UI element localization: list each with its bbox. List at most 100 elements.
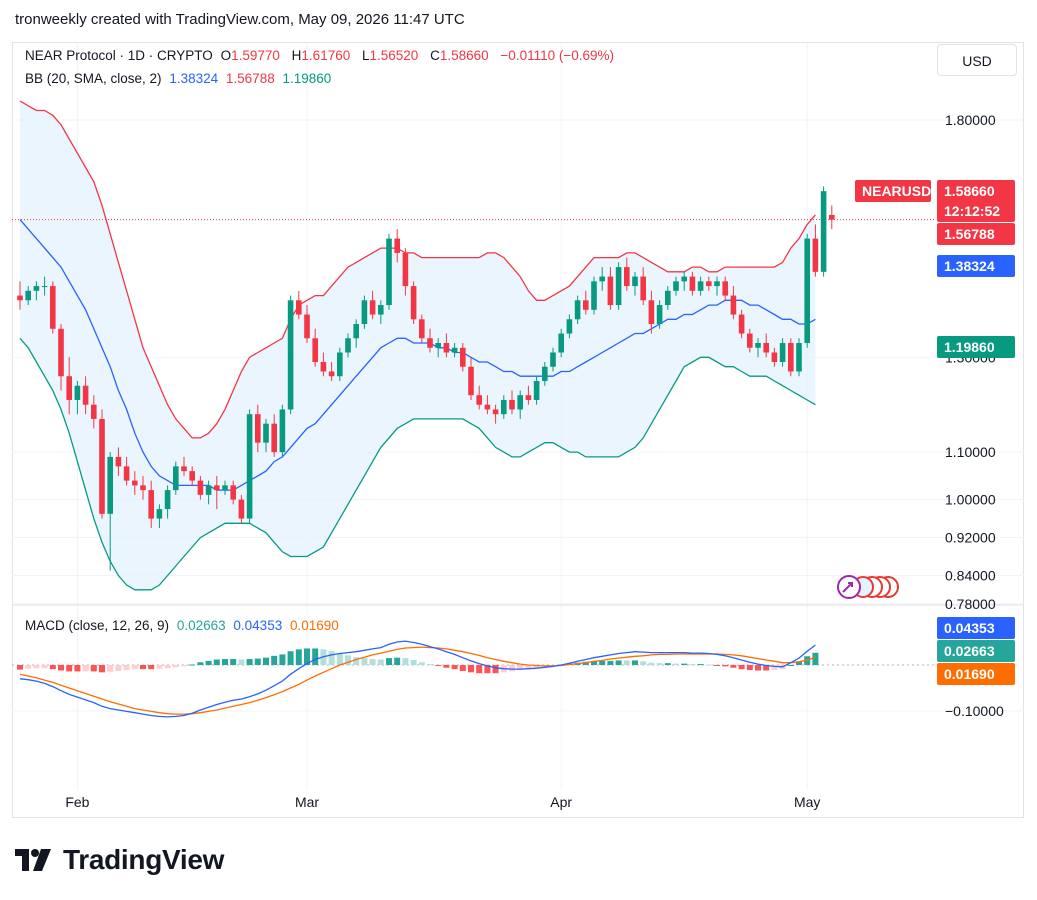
candle-body — [673, 281, 679, 291]
candle-body — [574, 300, 581, 320]
candle-body — [755, 343, 761, 348]
macd-histogram-bar — [164, 665, 171, 669]
bb-basis-badge-text: 1.38324 — [944, 258, 995, 274]
macd-histogram-bar — [648, 662, 655, 665]
macd-histogram-bar — [714, 665, 720, 666]
macd-histogram-bar — [148, 665, 155, 670]
candle-body — [812, 238, 819, 272]
high-value: 1.61760 — [301, 48, 351, 63]
symbol-title[interactable]: NEAR Protocol · 1D · CRYPTO — [25, 48, 213, 63]
candle-body — [17, 295, 23, 301]
macd-histogram-bar — [582, 661, 589, 665]
macd-signal-badge: 0.01690 — [937, 663, 1015, 685]
candle-body — [140, 485, 146, 491]
macd-histogram-bar — [66, 665, 73, 672]
macd-histogram-bar — [279, 654, 286, 665]
macd-indicator-label[interactable]: MACD (close, 12, 26, 9) — [25, 618, 170, 633]
candle-body — [107, 456, 113, 514]
tradingview-logo[interactable]: TradingView — [15, 842, 224, 878]
candle-body — [238, 499, 245, 519]
macd-histogram-bar — [763, 665, 770, 671]
candle-body — [74, 385, 81, 400]
candle-body — [353, 324, 359, 339]
macd-histogram-bar — [632, 660, 638, 665]
candle-body — [550, 352, 556, 367]
candle-body — [320, 361, 327, 372]
macd-signal-badge-bg — [937, 663, 1015, 685]
macd-histogram-bar — [49, 665, 56, 670]
macd-histogram-bar — [58, 665, 64, 671]
last-price-badge-text: 1.58660 — [944, 183, 995, 199]
candle-body — [246, 414, 253, 519]
macd-histogram-bar — [697, 664, 704, 666]
symbol-legend: NEAR Protocol · 1D · CRYPTO O1.59770 H1.… — [25, 48, 618, 63]
last-price-badge-bg — [937, 180, 1015, 222]
macd-hist-value: 0.02663 — [176, 618, 226, 633]
candle-body — [369, 300, 376, 315]
candle-body — [476, 395, 482, 405]
candle-body — [689, 276, 696, 291]
candle-body — [747, 333, 753, 348]
macd-histogram-bar — [468, 665, 474, 673]
bb-legend: BB (20, SMA, close, 2) 1.38324 1.56788 1… — [25, 71, 335, 86]
candle-body — [386, 238, 392, 306]
macd-histogram-bar — [304, 648, 310, 665]
macd-line-badge-bg — [937, 617, 1015, 639]
macd-histogram-bar — [312, 648, 319, 665]
macd-histogram-bar — [107, 665, 114, 672]
candle-body — [697, 281, 704, 291]
macd-histogram-bar — [131, 665, 138, 670]
bb-indicator-label[interactable]: BB (20, SMA, close, 2) — [25, 71, 162, 86]
high-label: H — [291, 48, 302, 63]
bb-upper-line — [19, 100, 816, 439]
bb-lower-value: 1.19860 — [282, 71, 332, 86]
candle-body — [804, 238, 810, 344]
bb-upper-badge-text: 1.56788 — [944, 226, 995, 242]
macd-histogram-bar — [213, 659, 220, 665]
candle-body — [435, 343, 441, 348]
symbol-price-tag-bg — [855, 180, 931, 202]
macd-histogram-bar — [418, 662, 425, 665]
currency-button[interactable]: USD — [937, 44, 1017, 76]
macd-hist-badge: 0.02663 — [937, 640, 1015, 662]
candle-body — [517, 395, 523, 410]
price-axis-label: 1.10000 — [945, 444, 996, 460]
candle-body — [583, 300, 589, 310]
candle-body — [123, 466, 130, 481]
bb-lower-badge: 1.19860 — [937, 336, 1015, 358]
macd-layer — [17, 640, 819, 718]
tradingview-logo-text: TradingView — [63, 844, 225, 875]
macd-signal-line — [19, 646, 816, 715]
macd-histogram-bar — [410, 659, 417, 665]
candle-body — [255, 414, 261, 443]
events-icon[interactable] — [837, 575, 899, 599]
macd-histogram-bar — [205, 660, 212, 665]
macd-histogram-bar — [459, 665, 466, 671]
macd-histogram-bar — [230, 659, 237, 665]
macd-histogram-bar — [746, 665, 753, 671]
candle-body — [148, 490, 154, 519]
macd-signal-badge-text: 0.01690 — [944, 666, 995, 682]
bb-lower-line — [19, 337, 816, 591]
macd-histogram-bar — [673, 663, 679, 665]
candle-body — [632, 276, 638, 287]
macd-histogram-bar — [263, 657, 269, 665]
candle-body — [656, 305, 663, 325]
candle-body — [50, 286, 56, 329]
candle-body — [230, 485, 236, 500]
change-value: −0.01110 (−0.69%) — [500, 48, 615, 63]
candle-body — [304, 314, 310, 339]
macd-histogram-bar — [402, 658, 409, 665]
candle-body — [624, 267, 630, 287]
candle-body — [706, 281, 712, 287]
macd-histogram-bar — [115, 665, 122, 671]
candle-body — [722, 281, 728, 296]
macd-histogram-bar — [435, 665, 442, 666]
candle-body — [58, 328, 64, 377]
macd-histogram-bar — [517, 665, 524, 671]
macd-histogram-bar — [82, 665, 89, 672]
macd-histogram-bar — [427, 664, 433, 666]
tradingview-logo-icon — [15, 849, 51, 871]
candle-body — [829, 214, 835, 220]
